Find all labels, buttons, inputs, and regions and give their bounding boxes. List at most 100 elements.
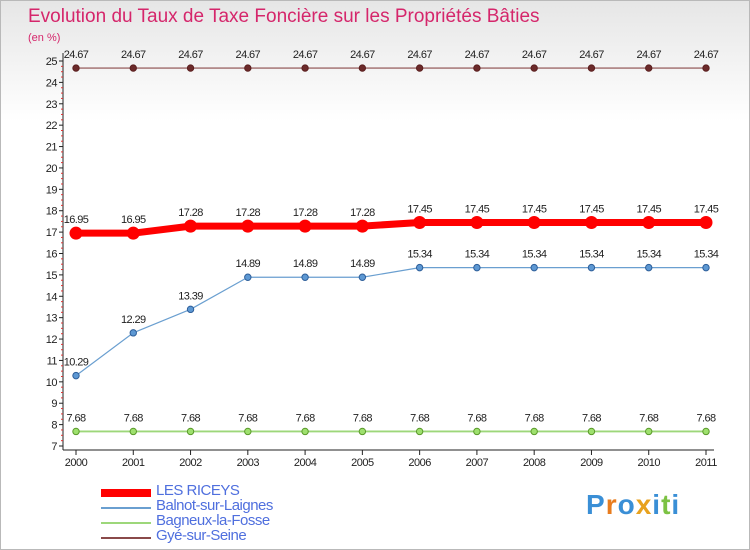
data-point — [298, 219, 312, 233]
data-point — [358, 273, 367, 281]
chart-unit-label: (en %) — [28, 32, 61, 44]
legend-item: Balnot-sur-Laignes — [101, 497, 361, 516]
logo-letter: i — [652, 489, 662, 520]
data-point — [702, 64, 710, 72]
y-tick-label: 24 — [46, 77, 58, 89]
data-point — [473, 263, 481, 272]
data-label: 7.68 — [124, 412, 143, 424]
data-point — [699, 215, 713, 229]
series-bagneux-la-fosse: 7.68 7.68 7.68 7.68 7.68 7.68 7.68 7.68 7.68 7.68… — [66, 412, 717, 436]
data-point — [301, 64, 309, 72]
x-tick-label: 2005 — [351, 457, 374, 469]
x-tick-label: 2009 — [580, 457, 603, 469]
data-point — [301, 273, 309, 281]
legend-item: LES RICEYS — [101, 482, 361, 501]
chart-title: Evolution du Taux de Taxe Foncière sur l… — [28, 6, 540, 27]
legend-label: Gyé-sur-Seine — [156, 527, 247, 544]
logo-letter: r — [605, 489, 618, 520]
data-point — [244, 64, 252, 72]
data-label: 13.39 — [178, 290, 203, 302]
data-label: 24.67 — [579, 49, 604, 61]
data-point — [587, 64, 596, 72]
y-tick-label: 7 — [51, 441, 57, 453]
data-point — [530, 427, 538, 436]
logo-letter: t — [661, 489, 672, 520]
series-les-riceys: 16.95 16.95 17.28 17.28 17.28 17.28 17.45 17.45… — [64, 203, 719, 240]
data-point — [530, 64, 538, 72]
data-point — [355, 219, 369, 233]
data-label: 15.34 — [407, 249, 432, 261]
legend-swatch — [101, 507, 151, 509]
data-label: 24.67 — [465, 49, 490, 61]
x-tick-label: 2006 — [408, 457, 431, 469]
data-label: 7.68 — [696, 412, 715, 424]
data-label: 17.28 — [236, 207, 261, 219]
data-point — [126, 226, 140, 240]
series-line — [75, 267, 707, 377]
legend-swatch — [101, 489, 151, 497]
legend-label: Balnot-sur-Laignes — [156, 497, 273, 514]
legend-item: Gyé-sur-Seine — [101, 527, 361, 546]
y-tick-label: 18 — [46, 206, 58, 218]
data-point — [645, 427, 653, 436]
y-tick-label: 22 — [46, 120, 58, 132]
data-point — [642, 215, 656, 229]
y-tick-label: 25 — [46, 56, 58, 68]
data-label: 10.29 — [64, 357, 89, 369]
legend-item: Bagneux-la-Fosse — [101, 512, 361, 531]
series-line — [72, 218, 710, 237]
data-label: 24.67 — [64, 49, 89, 61]
data-point — [584, 215, 598, 229]
x-tick-label: 2000 — [65, 457, 88, 469]
data-point — [184, 219, 198, 233]
x-tick-label: 2002 — [179, 457, 202, 469]
y-tick-label: 21 — [46, 142, 58, 154]
x-tick-label: 2004 — [294, 457, 317, 469]
data-label: 15.34 — [522, 249, 547, 261]
data-label: 7.68 — [296, 412, 315, 424]
data-label: 17.28 — [178, 207, 203, 219]
data-label: 7.68 — [582, 412, 601, 424]
y-tick-label: 20 — [46, 163, 58, 175]
data-label: 24.67 — [522, 49, 547, 61]
x-tick-label: 2008 — [523, 457, 546, 469]
data-point — [587, 263, 596, 272]
data-label: 17.45 — [522, 203, 547, 215]
data-label: 17.28 — [293, 207, 318, 219]
y-tick-label: 23 — [46, 99, 58, 111]
data-point — [358, 64, 367, 72]
data-point — [129, 329, 137, 337]
data-label: 24.67 — [121, 49, 146, 61]
data-label: 7.68 — [181, 412, 200, 424]
data-label: 24.67 — [636, 49, 661, 61]
y-tick-label: 14 — [46, 291, 58, 303]
y-tick-label: 15 — [46, 270, 58, 282]
series-balnot-sur-laignes: 10.29 12.29 13.39 14.89 14.89 14.89 15.34 15.34… — [64, 249, 719, 380]
series-layer: 7.68 7.68 7.68 7.68 7.68 7.68 7.68 7.68 7.68 7.68… — [64, 49, 719, 436]
x-tick-label: 2001 — [122, 457, 145, 469]
data-label: 7.68 — [353, 412, 372, 424]
logo-letter: i — [671, 489, 681, 520]
data-label: 16.95 — [121, 214, 146, 226]
data-point — [186, 427, 195, 436]
y-tick-label: 19 — [46, 184, 58, 196]
y-tick-label: 17 — [46, 227, 58, 239]
axes: 7 8 9 10 11 12 13 14 15 16 17 18 19 20 21 22 23 24 25 2000 2… — [46, 53, 718, 469]
data-label: 24.67 — [178, 49, 203, 61]
data-point — [415, 263, 424, 272]
data-point — [244, 427, 252, 436]
data-label: 17.45 — [636, 203, 661, 215]
legend-swatch — [101, 537, 151, 539]
data-point — [415, 64, 424, 72]
data-label: 16.95 — [64, 214, 89, 226]
data-point — [645, 64, 653, 72]
data-label: 7.68 — [467, 412, 486, 424]
series-gy-sur-seine: 24.67 24.67 24.67 24.67 24.67 24.67 24.67 24.67… — [64, 49, 719, 72]
data-point — [129, 64, 137, 72]
y-tick-label: 8 — [51, 420, 57, 432]
data-label: 7.68 — [66, 412, 85, 424]
data-point — [186, 305, 195, 314]
y-tick-label: 11 — [47, 355, 58, 367]
data-point — [129, 427, 137, 436]
